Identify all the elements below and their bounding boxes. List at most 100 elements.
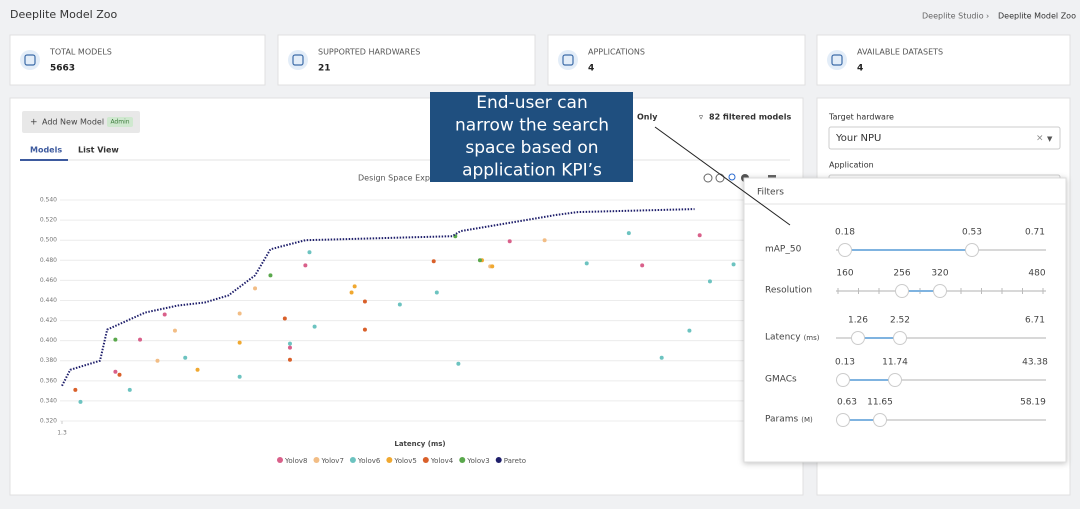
dropdown-icon[interactable]: ▼: [1047, 135, 1053, 143]
y-tick-label: 0.360: [40, 377, 57, 384]
point: [687, 328, 692, 333]
slider-label: GMACs: [765, 375, 797, 385]
slider-handle[interactable]: [895, 284, 909, 298]
legend-swatch: [386, 457, 393, 463]
y-tick-label: 0.540: [40, 197, 57, 204]
stat-label: APPLICATIONS: [588, 48, 645, 57]
callout-line: application KPI’s: [462, 161, 602, 181]
slider-handle[interactable]: [851, 331, 865, 345]
point: [507, 239, 512, 244]
point: [697, 233, 702, 238]
slider-tick: 0.71: [1025, 228, 1045, 238]
point: [73, 387, 78, 392]
zoom[interactable]: [728, 173, 736, 181]
slider-handle[interactable]: [893, 331, 907, 345]
badge-label: Admin: [110, 119, 129, 126]
add-model-button[interactable]: [22, 111, 140, 133]
slider-label: Latency: [765, 333, 801, 343]
y-tick-label: 0.480: [40, 257, 57, 264]
plot: 0.320 0.340 0.360 0.380 0.400 0.420 0.440 0.460…: [40, 197, 790, 437]
tab[interactable]: List View: [78, 146, 119, 155]
point: [303, 263, 308, 268]
slider-tick: 0.63: [837, 398, 857, 408]
point: [237, 374, 242, 379]
point: [155, 358, 160, 363]
point: [349, 290, 354, 295]
point: [287, 341, 292, 346]
x-tick-label: 1.3: [57, 430, 67, 437]
legend-label: Yolov3: [466, 457, 489, 465]
breadcrumb[interactable]: Deeplite Studio: [922, 12, 984, 21]
slider-tick: 6.71: [1025, 316, 1045, 326]
y-tick-label: 0.320: [40, 418, 57, 425]
page-title: Deeplite Model Zoo: [10, 8, 117, 21]
slider-handle[interactable]: [888, 373, 902, 387]
point: [113, 337, 118, 342]
point: [456, 361, 461, 366]
slider-tick: 0.13: [835, 358, 855, 368]
slider-tick: 1.26: [848, 316, 868, 326]
point: [397, 302, 402, 307]
filter-toggle[interactable]: Only: [637, 113, 658, 122]
legend-label: Yolov4: [430, 457, 454, 465]
stat-card: [9, 34, 266, 86]
point: [237, 311, 242, 316]
point: [78, 399, 83, 404]
slider-handle[interactable]: [838, 243, 852, 257]
legend-label: Pareto: [504, 457, 526, 465]
slider-tick: 58.19: [1020, 398, 1046, 408]
slider-handle[interactable]: [836, 373, 850, 387]
slider-tick: 2.52: [890, 316, 910, 326]
point: [183, 355, 188, 360]
hardware-select[interactable]: [828, 126, 1061, 150]
point: [731, 262, 736, 267]
y-tick-label: 0.400: [40, 337, 57, 344]
stat-value: 4: [588, 64, 594, 74]
stats: TOTAL MODELS 5663 SUPPORTED HARDWARES 21 APP…: [9, 34, 1071, 86]
y-tick-label: 0.520: [40, 217, 57, 224]
point: [352, 284, 357, 289]
point: [362, 327, 367, 332]
point: [268, 273, 273, 278]
zoom-in[interactable]: [703, 173, 713, 183]
point: [253, 286, 258, 291]
stat-card: [547, 34, 806, 86]
select-value: Your NPU: [835, 133, 881, 144]
legend-swatch: [422, 457, 429, 463]
x-axis-label: Latency (ms): [394, 440, 445, 448]
legend: Yolov8 Yolov7 Yolov6 Yolov5 Yolov4 Yolov3 Pare…: [277, 457, 526, 465]
stat-icon: [558, 50, 578, 70]
sliders: mAP_50 0.18 0.53 0.71 Resolution 160 256 320 480…: [765, 228, 1048, 427]
stat-value: 4: [857, 64, 863, 74]
slider-tick: 11.74: [882, 358, 908, 368]
slider-tick: 43.38: [1022, 358, 1048, 368]
point: [626, 231, 631, 236]
callout: [430, 92, 633, 182]
tab[interactable]: Models: [30, 146, 62, 155]
y-tick-label: 0.460: [40, 277, 57, 284]
point: [431, 259, 436, 264]
point: [584, 261, 589, 266]
badge: [107, 117, 133, 127]
breadcrumb: Deeplite Model Zoo: [998, 12, 1076, 21]
slider-handle[interactable]: [873, 413, 887, 427]
point: [307, 250, 312, 255]
slider-label: Params: [765, 415, 799, 425]
legend-label: Yolov5: [393, 457, 416, 465]
slider-tick: 160: [836, 269, 853, 279]
stat-label: AVAILABLE DATASETS: [857, 48, 943, 57]
plus-icon: +: [30, 118, 38, 128]
stat-icon-glyph: [292, 54, 304, 66]
slider-handle[interactable]: [933, 284, 947, 298]
point: [237, 340, 242, 345]
clear-icon[interactable]: ×: [1036, 134, 1044, 144]
stat-value: 5663: [50, 64, 75, 74]
callout-line: narrow the search: [455, 116, 609, 136]
point: [113, 369, 118, 374]
y-tick-label: 0.500: [40, 237, 57, 244]
legend-swatch: [459, 457, 466, 463]
slider-handle[interactable]: [836, 413, 850, 427]
legend-swatch: [495, 457, 502, 463]
slider-handle[interactable]: [965, 243, 979, 257]
